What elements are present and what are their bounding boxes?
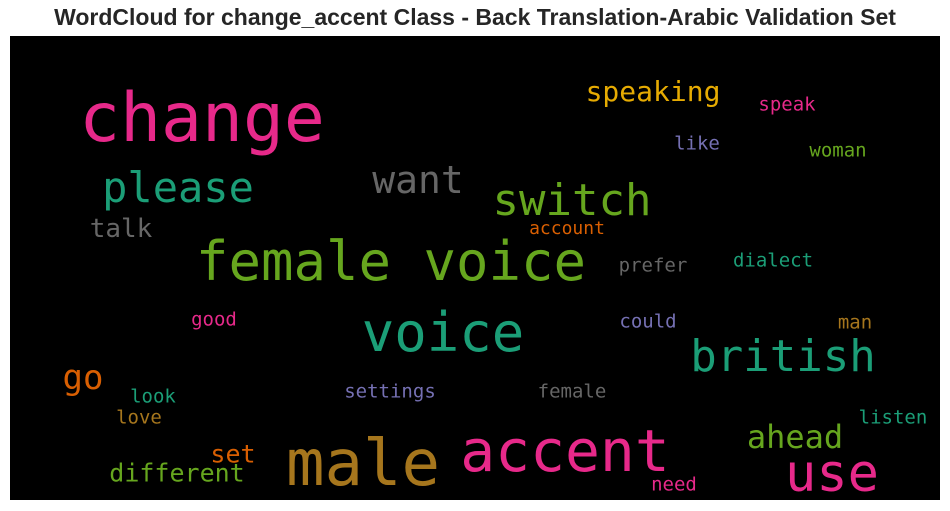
word-use: use <box>785 444 879 500</box>
word-listen: listen <box>858 406 928 429</box>
word-account: account <box>529 218 605 239</box>
word-need: need <box>651 473 697 496</box>
word-settings: settings <box>344 380 436 403</box>
word-could: could <box>619 310 677 333</box>
word-set: set <box>210 439 256 469</box>
word-talk: talk <box>89 214 153 244</box>
word-switch: switch <box>492 175 652 226</box>
word-female-voice: female voice <box>195 230 587 293</box>
word-want: want <box>372 158 464 202</box>
wordcloud-canvas: change female voice male accent voice switch p… <box>10 36 940 500</box>
word-voice: voice <box>361 301 525 364</box>
word-speak: speak <box>758 93 816 116</box>
word-ahead: ahead <box>746 418 844 456</box>
chart-title: WordCloud for change_accent Class - Back… <box>54 4 896 30</box>
word-different: different <box>109 458 245 488</box>
word-female: female <box>537 380 607 403</box>
word-like: like <box>674 132 720 155</box>
word-look: look <box>130 385 176 408</box>
word-accent: accent <box>460 417 670 485</box>
word-change: change <box>79 79 325 158</box>
word-speaking: speaking <box>585 75 721 108</box>
word-please: please <box>102 163 254 212</box>
word-male: male <box>285 427 441 500</box>
word-good: good <box>191 308 237 331</box>
word-go: go <box>62 358 104 398</box>
word-prefer: prefer <box>618 254 688 277</box>
word-woman: woman <box>809 139 867 162</box>
word-british: british <box>690 331 876 382</box>
word-dialect: dialect <box>732 249 814 272</box>
word-man: man <box>837 311 873 334</box>
word-love: love <box>116 406 162 429</box>
